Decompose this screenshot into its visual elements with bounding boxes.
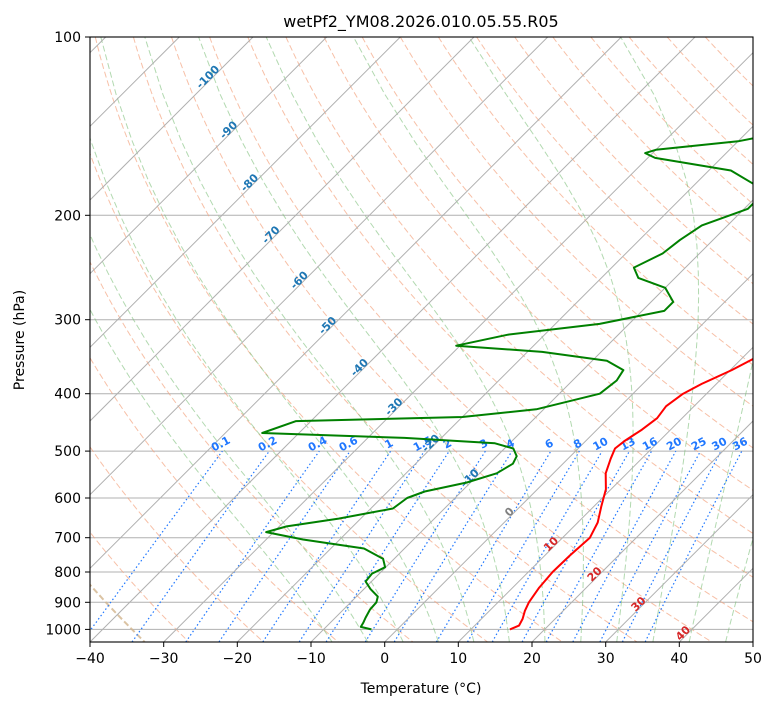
moist-adiabat (90, 136, 404, 642)
isotherm-line (163, 51, 753, 642)
x-tick-label: −10 (296, 651, 326, 667)
dry-adiabats (90, 37, 753, 642)
isotherm-line (310, 199, 753, 642)
mixing-ratio-label: 13 (618, 435, 638, 454)
moist-adiabat (468, 37, 634, 642)
x-tick-label: 10 (449, 651, 467, 667)
y-tick-label: 900 (54, 595, 81, 611)
isotherm-label: 40 (673, 623, 693, 643)
skewed-isotherms (90, 37, 753, 642)
moist-adiabat (265, 37, 546, 642)
mixing-ratio-label: 25 (689, 435, 709, 454)
dry-adiabat (132, 37, 638, 642)
isotherm-line (605, 493, 753, 642)
dry-adiabat (247, 37, 753, 578)
mixing-ratio-line (262, 450, 392, 642)
moist-adiabat (688, 358, 753, 642)
mixing-ratio-label: 30 (710, 435, 730, 454)
moist-adiabat (100, 37, 439, 642)
mixing-ratio-line (572, 450, 677, 642)
x-tick-label: 20 (523, 651, 541, 667)
dry-adiabat (437, 37, 753, 366)
y-axis-label: Pressure (hPa) (12, 290, 28, 390)
moist-adiabat (90, 233, 369, 642)
moist-adiabat (620, 37, 700, 642)
x-axis: −40 −30 −20 −10 0 10 20 30 40 50 (75, 642, 762, 667)
moist-adiabat (725, 536, 753, 642)
mixing-ratio-line (298, 450, 425, 642)
x-tick-label: −30 (149, 651, 179, 667)
x-tick-label: 40 (670, 651, 688, 667)
moist-adiabat (90, 308, 333, 642)
dry-adiabat (476, 37, 753, 325)
isotherm-line (90, 37, 475, 422)
y-tick-label: 500 (54, 444, 81, 460)
x-tick-label: −40 (75, 651, 105, 667)
isotherm-line (384, 272, 753, 642)
dry-adiabat (361, 37, 753, 449)
dry-adiabat (514, 37, 753, 285)
y-axis: 1000 900 800 700 600 500 400 300 200 100 (45, 30, 90, 638)
isotherm-line (90, 37, 696, 642)
mixing-ratio-line (545, 450, 653, 642)
y-tick-label: 300 (54, 313, 81, 329)
mixing-ratio-label: 36 (730, 435, 750, 454)
dry-adiabat (628, 37, 753, 166)
y-tick-label: 100 (54, 30, 81, 46)
isotherm-line (90, 37, 549, 496)
plot-area (90, 37, 753, 642)
x-tick-label: 30 (597, 651, 615, 667)
y-tick-label: 800 (54, 565, 81, 581)
sounding-profiles (261, 137, 753, 631)
isotherm-line (90, 37, 622, 570)
dry-adiabat (90, 446, 264, 642)
dry-adiabat (209, 37, 753, 623)
mixing-ratio-line (131, 450, 270, 642)
y-tick-label: 1000 (45, 622, 81, 638)
dry-adiabat (94, 37, 563, 642)
mixing-ratio-label: 16 (640, 435, 660, 454)
temperature-profile (509, 357, 753, 631)
y-tick-label: 200 (54, 208, 81, 224)
y-tick-label: 600 (54, 491, 81, 507)
dry-adiabat (590, 37, 753, 205)
isotherm-line (531, 420, 753, 642)
x-axis-label: Temperature (°C) (360, 681, 482, 697)
dry-adiabat (171, 37, 712, 642)
x-tick-label: 50 (744, 651, 762, 667)
isotherm-line (90, 37, 401, 349)
isotherm-line (90, 37, 328, 275)
chart-title: wetPf2_YM08.2026.010.05.55.R05 (283, 12, 558, 32)
y-tick-label: 700 (54, 531, 81, 547)
dry-adiabat (90, 531, 190, 642)
mixing-ratio-line (185, 450, 320, 642)
moist-adiabats (90, 37, 753, 642)
y-tick-label: 400 (54, 387, 81, 403)
isotherm-line (236, 125, 753, 642)
mixing-ratio-line (325, 450, 450, 642)
mixing-ratio-label: 10 (591, 435, 611, 454)
mixing-ratio-label: 20 (664, 435, 684, 454)
x-tick-label: −20 (223, 651, 253, 667)
moist-adiabat (353, 37, 584, 642)
moist-adiabat (198, 37, 510, 642)
mixing-ratio-line (393, 450, 513, 642)
mixing-ratio-line (90, 450, 223, 632)
x-tick-label: 0 (380, 651, 389, 667)
moist-adiabat (144, 37, 475, 642)
isotherm-line (90, 37, 254, 201)
mixing-ratio-line (644, 450, 743, 642)
dry-adiabat (399, 37, 753, 407)
mixing-ratio-line (218, 450, 351, 642)
dry-adiabat (90, 260, 414, 642)
mixing-ratio-lines (90, 450, 743, 642)
dewpoint-profile (261, 137, 753, 631)
isotherm-line (457, 346, 753, 642)
plot-frame (89, 36, 754, 643)
